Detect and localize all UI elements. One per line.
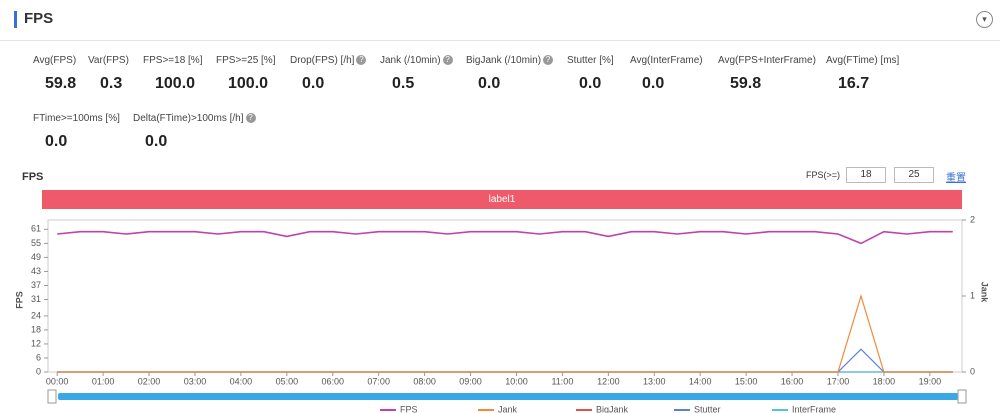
help-icon[interactable]: ? <box>356 55 367 66</box>
x-tick-label: 18:00 <box>873 376 896 386</box>
stat-label: Drop(FPS) [/h]? <box>290 55 367 66</box>
x-tick-label: 19:00 <box>919 376 942 386</box>
y-tick-label: 31 <box>31 294 41 304</box>
x-tick-label: 04:00 <box>230 376 253 386</box>
x-tick-label: 06:00 <box>321 376 344 386</box>
threshold-label: FPS(>=) <box>806 170 841 180</box>
chart-title: FPS <box>22 171 44 183</box>
help-icon[interactable]: ? <box>245 113 256 124</box>
y2-axis-title: Jank <box>980 282 990 304</box>
reset-link[interactable]: 重置 <box>946 173 966 184</box>
stat-label: FTime>=100ms [%] <box>33 113 120 124</box>
stat-value: 0.0 <box>478 75 501 92</box>
stat-value: 0.0 <box>642 75 665 92</box>
y-tick-label: 49 <box>31 252 41 262</box>
y-tick-label: 0 <box>36 366 41 376</box>
legend-label: BigJank <box>596 404 629 413</box>
stat-value: 0.0 <box>579 75 602 92</box>
y-tick-label: 43 <box>31 266 41 276</box>
stat-value: 100.0 <box>228 75 269 92</box>
y2-tick-label: 1 <box>970 290 975 300</box>
slider-handle <box>957 389 967 404</box>
threshold-input[interactable]: 25 <box>894 167 934 183</box>
page-title: FPS <box>24 10 54 27</box>
stat-label: FPS>=18 [%] <box>143 55 203 66</box>
x-tick-label: 11:00 <box>551 376 573 386</box>
stat-value: 0.3 <box>100 75 123 92</box>
stat-value: 100.0 <box>155 75 196 92</box>
threshold-input[interactable]: 18 <box>846 167 886 183</box>
stat-label: Avg(FTime) [ms] <box>826 55 900 66</box>
x-tick-label: 09:00 <box>459 376 482 386</box>
x-tick-label: 07:00 <box>367 376 390 386</box>
x-tick-label: 05:00 <box>276 376 299 386</box>
series-line <box>57 348 953 373</box>
stat-label: Var(FPS) <box>88 55 129 66</box>
legend-label: FPS <box>400 404 418 413</box>
y-tick-label: 12 <box>31 338 41 348</box>
x-tick-label: 01:00 <box>92 376 115 386</box>
stat-value: 59.8 <box>730 75 762 92</box>
legend-label: InterFrame <box>792 404 836 413</box>
zoom-slider <box>58 393 958 400</box>
legend-label: Stutter <box>694 404 721 413</box>
stat-value: 0.0 <box>145 133 168 150</box>
series-line <box>57 230 953 245</box>
stat-value: 0.0 <box>45 133 68 150</box>
stat-value: 0.5 <box>392 75 415 92</box>
slider-handle <box>47 389 57 404</box>
legend-label: Jank <box>498 404 518 413</box>
stat-value: 0.0 <box>302 75 325 92</box>
x-tick-label: 16:00 <box>781 376 804 386</box>
y-tick-label: 61 <box>31 224 41 234</box>
x-tick-label: 10:00 <box>505 376 528 386</box>
help-icon[interactable]: ? <box>543 55 554 66</box>
stat-label: Avg(FPS+InterFrame) <box>718 55 816 66</box>
y-tick-label: 6 <box>36 352 41 362</box>
x-tick-label: 02:00 <box>138 376 161 386</box>
plot-area <box>47 219 963 373</box>
stat-label: BigJank (/10min)? <box>466 55 554 66</box>
stat-value: 16.7 <box>838 75 870 92</box>
x-tick-label: 00:00 <box>46 376 69 386</box>
x-tick-label: 13:00 <box>643 376 666 386</box>
y2-tick-label: 2 <box>970 214 975 224</box>
stat-value: 59.8 <box>45 75 77 92</box>
stat-label: Avg(InterFrame) <box>630 55 703 66</box>
stat-label: Delta(FTime)>100ms [/h]? <box>133 113 256 124</box>
x-tick-label: 12:00 <box>597 376 620 386</box>
stat-label: Avg(FPS) <box>33 55 77 66</box>
y-tick-label: 18 <box>31 324 41 334</box>
y-tick-label: 24 <box>31 310 41 320</box>
y-tick-label: 55 <box>31 238 41 248</box>
y-tick-label: 37 <box>31 280 41 290</box>
x-tick-label: 03:00 <box>184 376 207 386</box>
x-tick-label: 08:00 <box>413 376 436 386</box>
title-accent <box>14 11 17 28</box>
series-line <box>57 293 953 373</box>
stat-label: FPS>=25 [%] <box>216 55 276 66</box>
x-tick-label: 14:00 <box>689 376 712 386</box>
help-icon[interactable]: ? <box>442 55 453 66</box>
y2-tick-label: 0 <box>970 366 975 376</box>
y-axis-title: FPS <box>14 291 24 309</box>
collapse-button[interactable]: ▾ <box>976 11 993 28</box>
divider <box>0 40 1000 41</box>
stat-label: Jank (/10min)? <box>380 55 453 66</box>
stat-label: Stutter [%] <box>567 55 614 66</box>
x-tick-label: 17:00 <box>827 376 850 386</box>
label-band: label1 <box>42 190 962 209</box>
x-tick-label: 15:00 <box>735 376 758 386</box>
